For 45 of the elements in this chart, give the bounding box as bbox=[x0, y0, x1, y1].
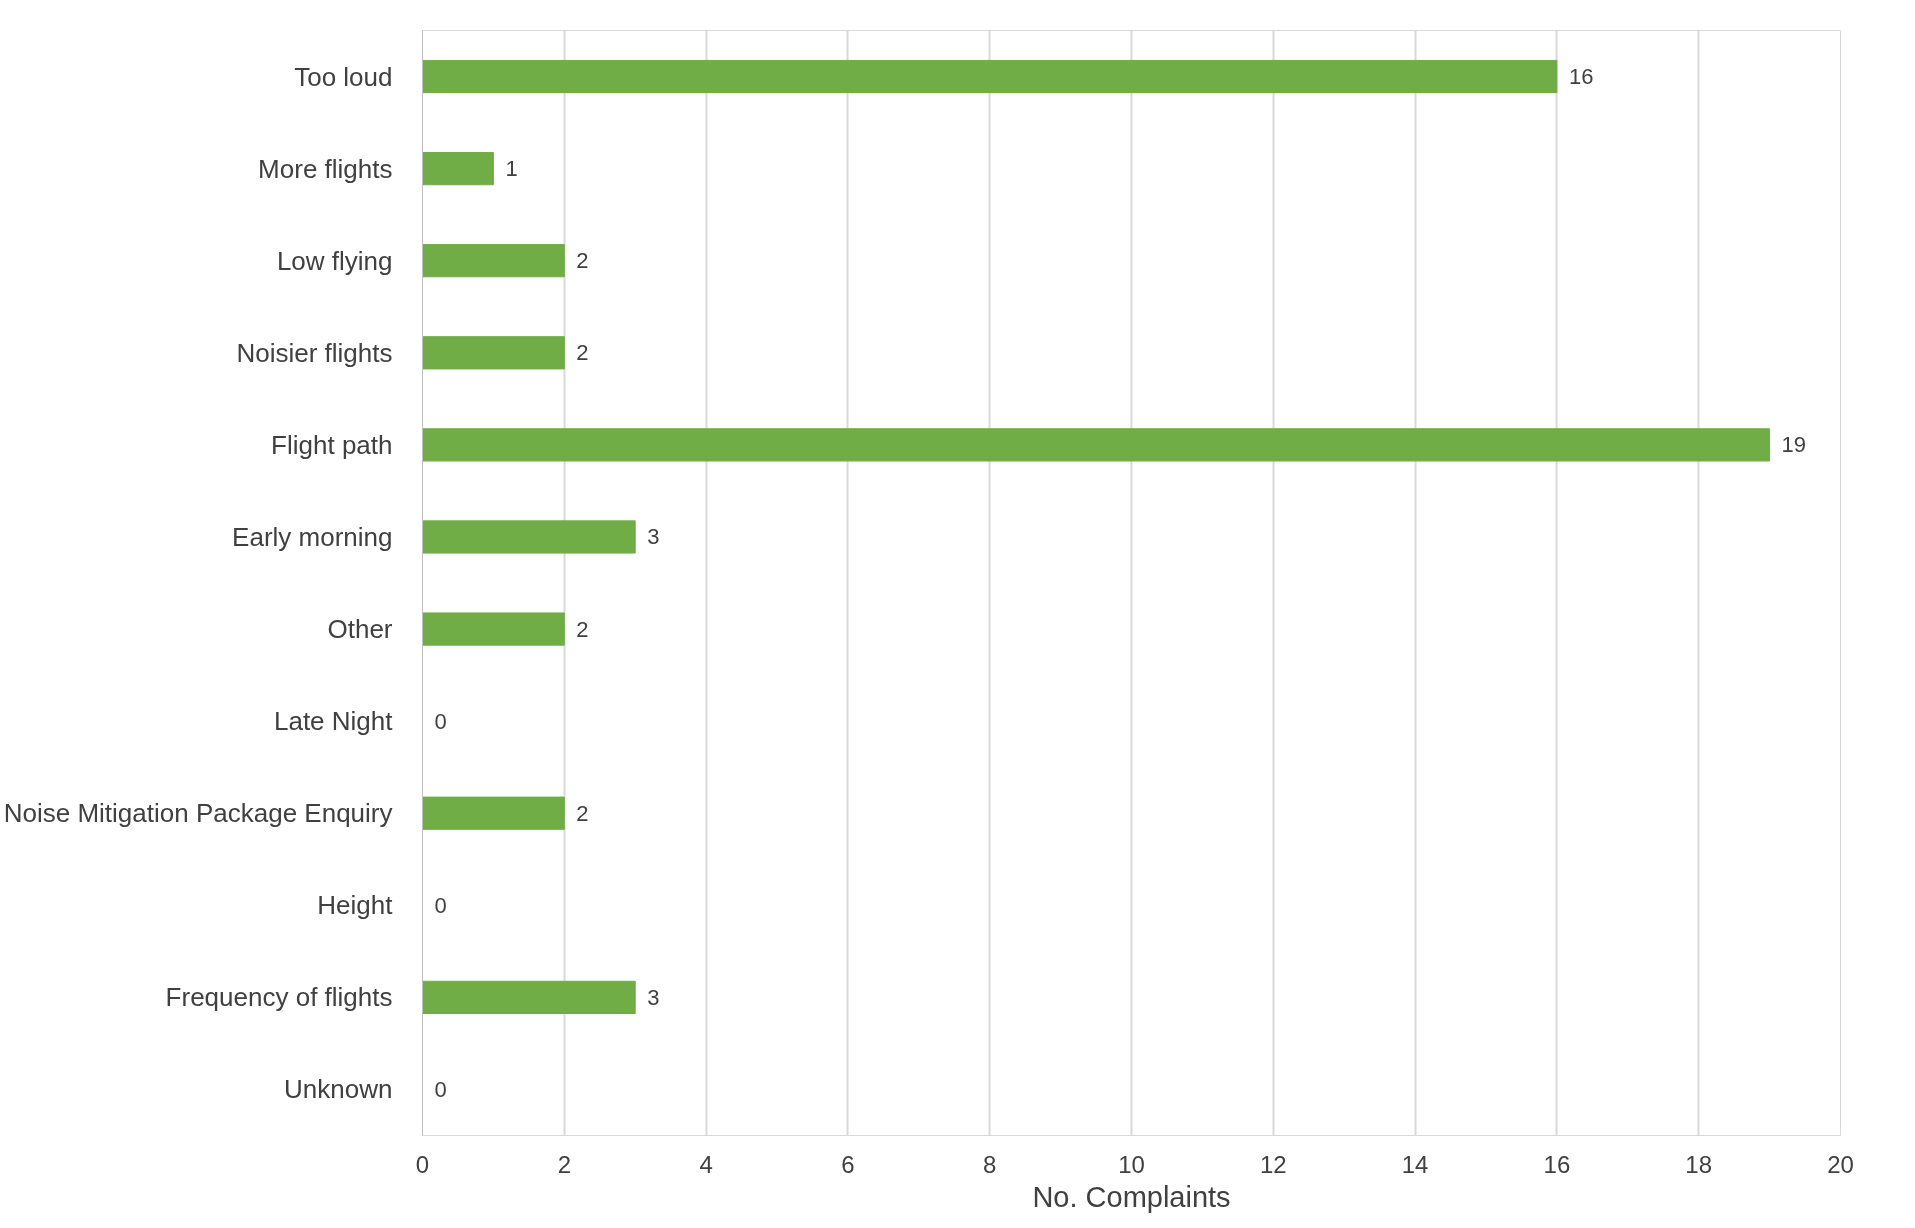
data-label: 0 bbox=[434, 708, 447, 734]
data-label: 2 bbox=[576, 800, 589, 826]
y-tick-label: Noisier flights bbox=[236, 337, 393, 368]
x-tick-label: 12 bbox=[1259, 1150, 1287, 1178]
y-tick-label: Late Night bbox=[273, 706, 394, 737]
x-tick-label: 6 bbox=[841, 1150, 855, 1178]
y-tick-label: Early morning bbox=[232, 521, 393, 552]
data-label: 1 bbox=[505, 156, 518, 182]
y-tick-label: Frequency of flights bbox=[165, 982, 393, 1013]
bar bbox=[422, 244, 565, 278]
x-axis-title: No. Complaints bbox=[1032, 1180, 1231, 1213]
y-tick-label: Other bbox=[327, 614, 393, 645]
data-label: 2 bbox=[576, 248, 589, 274]
x-tick-label: 2 bbox=[557, 1150, 571, 1178]
x-tick-label: 16 bbox=[1543, 1150, 1571, 1178]
x-tick-label: 14 bbox=[1401, 1150, 1429, 1178]
bar bbox=[422, 152, 494, 186]
bar bbox=[422, 520, 636, 554]
y-tick-label: Unknown bbox=[284, 1074, 393, 1105]
bar bbox=[422, 428, 1771, 462]
x-tick-label: 0 bbox=[415, 1150, 430, 1178]
y-tick-label: Noise Mitigation Package Enquiry bbox=[3, 798, 393, 829]
data-label: 2 bbox=[576, 340, 589, 366]
x-tick-label: 4 bbox=[699, 1150, 713, 1178]
x-tick-label: 18 bbox=[1685, 1150, 1713, 1178]
data-label: 0 bbox=[434, 892, 447, 918]
bar bbox=[422, 336, 565, 370]
bar bbox=[422, 612, 565, 646]
x-tick-label: 8 bbox=[983, 1150, 997, 1178]
y-tick-label: Height bbox=[317, 890, 394, 921]
data-label: 3 bbox=[647, 984, 660, 1010]
x-tick-label: 20 bbox=[1827, 1150, 1854, 1178]
y-tick-label: Too loud bbox=[294, 61, 393, 92]
y-tick-label: More flights bbox=[258, 153, 393, 184]
data-label: 3 bbox=[647, 524, 660, 550]
data-label: 19 bbox=[1781, 432, 1807, 458]
bar bbox=[422, 796, 565, 830]
data-label: 2 bbox=[576, 616, 589, 642]
bar bbox=[422, 59, 1558, 94]
y-tick-label: Low flying bbox=[276, 245, 393, 276]
data-label: 16 bbox=[1568, 64, 1594, 90]
bar bbox=[422, 980, 636, 1014]
y-tick-label: Flight path bbox=[271, 429, 393, 460]
data-label: 0 bbox=[434, 1076, 447, 1102]
x-tick-label: 10 bbox=[1118, 1150, 1145, 1178]
